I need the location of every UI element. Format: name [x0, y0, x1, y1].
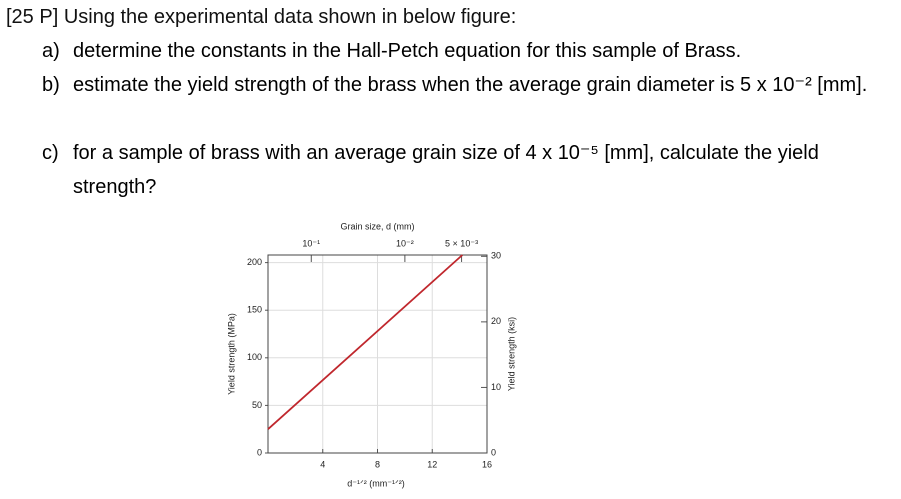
y2-tick-label: 30 [491, 251, 501, 261]
x-axis-title: d⁻¹ᐟ² (mm⁻¹ᐟ²) [347, 478, 405, 488]
x2-axis-title: Grain size, d (mm) [340, 221, 414, 231]
y-tick-label: 150 [247, 305, 262, 315]
item-text: estimate the yield strength of the brass… [73, 74, 868, 96]
item-label: b) [42, 74, 60, 96]
item-label: c) [42, 142, 59, 164]
data-line [267, 254, 463, 430]
y2-tick-label: 0 [491, 447, 496, 457]
y2-tick-label: 10 [491, 382, 501, 392]
x2-tick-label: 5 × 10⁻³ [445, 238, 478, 248]
plot-frame [267, 254, 488, 454]
x2-tick-label: 10⁻² [396, 238, 414, 248]
y2-axis-title: Yield strength (ksi) [506, 317, 516, 391]
y-axis-title: Yield strength (MPa) [226, 313, 236, 395]
y2-tick-label: 20 [491, 316, 501, 326]
item-text: for a sample of brass with an average gr… [73, 142, 819, 198]
y-tick-label: 100 [247, 352, 262, 362]
item-text: determine the constants in the Hall-Petc… [73, 40, 742, 62]
x2-tick-label: 10⁻¹ [302, 238, 320, 248]
y-tick-label: 200 [247, 257, 262, 267]
y-tick-label: 50 [252, 400, 262, 410]
question-title: [25 P] Using the experimental data shown… [6, 6, 517, 28]
item-label: a) [42, 40, 60, 62]
x-tick-label: 4 [320, 459, 325, 469]
x-tick-label: 12 [427, 459, 437, 469]
x-tick-label: 8 [375, 459, 380, 469]
y-tick-label: 0 [257, 447, 262, 457]
x-tick-label: 16 [482, 459, 492, 469]
